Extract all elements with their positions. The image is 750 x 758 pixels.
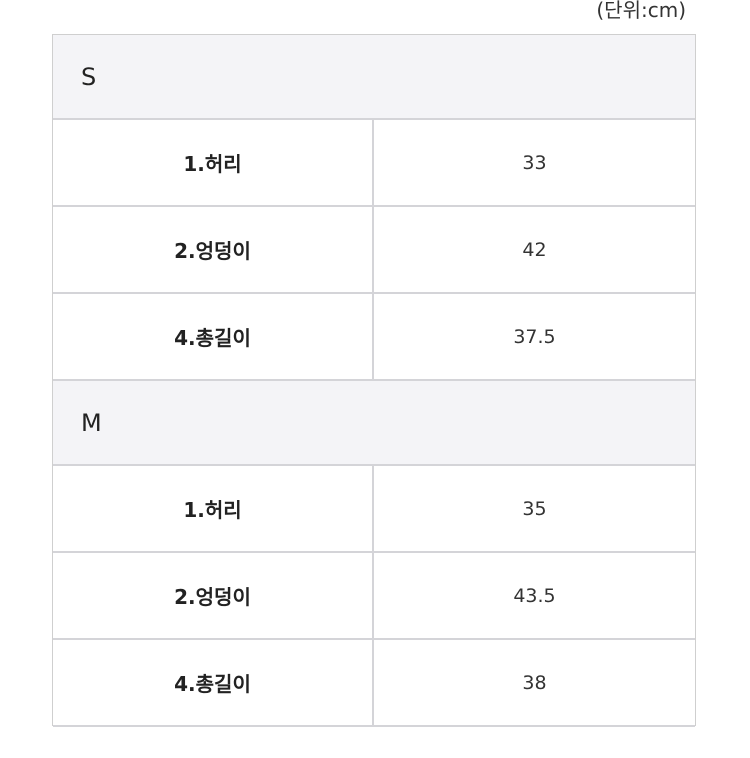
measure-value: 37.5	[374, 294, 695, 381]
measure-label: 1.허리	[53, 120, 374, 207]
measure-value: 35	[374, 466, 695, 553]
measure-label: 1.허리	[53, 466, 374, 553]
measure-value: 42	[374, 207, 695, 294]
measure-label: 4.총길이	[53, 640, 374, 727]
size-table: S 1.허리 33 2.엉덩이 42 4.총길이 37.5 M 1.허리 35 2.엉덩이 43.5 4…	[52, 34, 696, 727]
measure-value: 38	[374, 640, 695, 727]
size-header: M	[53, 381, 695, 466]
measure-value: 33	[374, 120, 695, 207]
measure-label: 2.엉덩이	[53, 207, 374, 294]
measure-value: 43.5	[374, 553, 695, 640]
size-header: S	[53, 35, 695, 120]
unit-note: (단위:cm)	[596, 0, 686, 22]
measure-label: 4.총길이	[53, 294, 374, 381]
measure-label: 2.엉덩이	[53, 553, 374, 640]
